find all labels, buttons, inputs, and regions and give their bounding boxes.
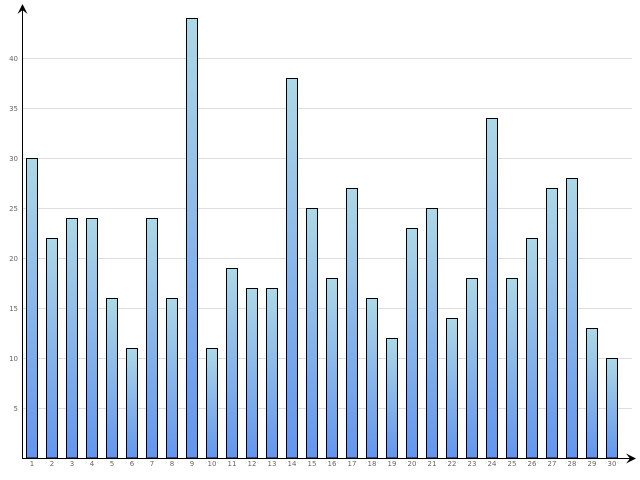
bar-4 xyxy=(86,218,98,459)
x-tick-label: 5 xyxy=(110,460,114,468)
x-tick-label: 9 xyxy=(190,460,194,468)
x-tick-label: 28 xyxy=(568,460,577,468)
y-tick-label: 20 xyxy=(9,255,18,263)
x-tick-label: 21 xyxy=(428,460,437,468)
bar-10 xyxy=(206,348,218,459)
x-tick-label: 30 xyxy=(608,460,617,468)
x-tick-label: 18 xyxy=(368,460,377,468)
bar-19 xyxy=(386,338,398,459)
bar-8 xyxy=(166,298,178,459)
bar-28 xyxy=(566,178,578,459)
x-tick-label: 19 xyxy=(388,460,397,468)
bar-21 xyxy=(426,208,438,459)
bar-29 xyxy=(586,328,598,459)
x-tick-label: 23 xyxy=(468,460,477,468)
bars xyxy=(26,18,618,459)
bar-17 xyxy=(346,188,358,459)
bar-20 xyxy=(406,228,418,459)
x-axis-arrow-icon xyxy=(626,453,636,464)
x-tick-label: 15 xyxy=(308,460,317,468)
x-tick-label: 7 xyxy=(150,460,154,468)
bar-3 xyxy=(66,218,78,459)
x-tick-label: 16 xyxy=(328,460,337,468)
x-tick-label: 2 xyxy=(50,460,54,468)
x-tick-labels: 1 2 3 4 5 6 7 8 9 10 11 12 13 14 15 16 17 18 19 20 21 22 23 24 2… xyxy=(30,460,617,468)
y-tick-label: 15 xyxy=(9,305,18,313)
x-tick-label: 13 xyxy=(268,460,277,468)
x-tick-label: 1 xyxy=(30,460,34,468)
bar-23 xyxy=(466,278,478,459)
bar-27 xyxy=(546,188,558,459)
y-axis-arrow-icon xyxy=(17,4,28,14)
y-tick-label: 40 xyxy=(9,55,18,63)
x-tick-label: 22 xyxy=(448,460,457,468)
x-tick-label: 26 xyxy=(528,460,537,468)
bar-11 xyxy=(226,268,238,459)
bar-15 xyxy=(306,208,318,459)
x-tick-label: 3 xyxy=(70,460,74,468)
bar-18 xyxy=(366,298,378,459)
bar-14 xyxy=(286,78,298,459)
y-tick-label: 5 xyxy=(14,405,18,413)
bar-16 xyxy=(326,278,338,459)
bar-2 xyxy=(46,238,58,459)
x-tick-label: 10 xyxy=(208,460,217,468)
y-tick-label: 30 xyxy=(9,155,18,163)
x-tick-label: 4 xyxy=(90,460,95,468)
bar-13 xyxy=(266,288,278,459)
bar-24 xyxy=(486,118,498,459)
bar-7 xyxy=(146,218,158,459)
bar-1 xyxy=(26,158,38,459)
bar-26 xyxy=(526,238,538,459)
x-tick-label: 17 xyxy=(348,460,357,468)
bar-5 xyxy=(106,298,118,459)
bar-30 xyxy=(606,358,618,459)
bar-6 xyxy=(126,348,138,459)
x-tick-label: 20 xyxy=(408,460,417,468)
x-tick-label: 14 xyxy=(288,460,297,468)
axes xyxy=(17,4,636,464)
x-tick-label: 29 xyxy=(588,460,597,468)
x-tick-label: 8 xyxy=(170,460,174,468)
bar-22 xyxy=(446,318,458,459)
x-tick-label: 6 xyxy=(130,460,135,468)
y-tick-labels: 5 10 15 20 25 30 35 40 xyxy=(9,55,18,413)
x-tick-label: 11 xyxy=(228,460,237,468)
x-tick-label: 12 xyxy=(248,460,257,468)
x-tick-label: 27 xyxy=(548,460,557,468)
x-tick-label: 25 xyxy=(508,460,517,468)
y-tick-label: 25 xyxy=(9,205,18,213)
bar-25 xyxy=(506,278,518,459)
bar-9 xyxy=(186,18,198,459)
y-tick-label: 10 xyxy=(9,355,18,363)
x-tick-label: 24 xyxy=(488,460,497,468)
y-tick-label: 35 xyxy=(9,105,18,113)
bar-12 xyxy=(246,288,258,459)
